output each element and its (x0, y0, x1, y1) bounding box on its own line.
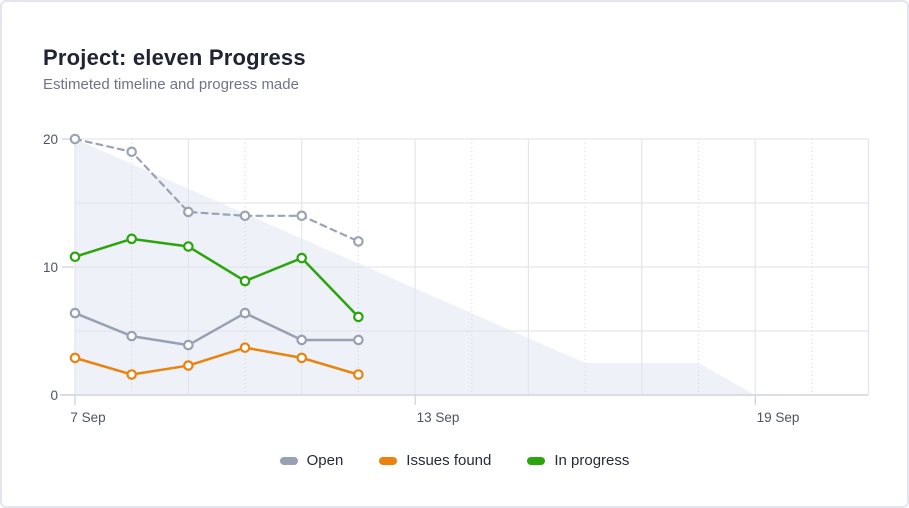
page-title: Project: eleven Progress (43, 45, 306, 70)
chart-series (69, 133, 364, 380)
in-progress-swatch-icon (527, 456, 546, 465)
legend-label-issues-found: Issues found (406, 452, 492, 469)
legend-label-in-progress: In progress (554, 452, 630, 469)
legend-item-open[interactable]: Open (279, 452, 344, 469)
x-axis (60, 394, 869, 405)
x-tick-19sep: 19 Sep (757, 410, 800, 425)
y-tick-20: 20 (43, 132, 58, 147)
x-tick-13sep: 13 Sep (417, 410, 460, 425)
page-subtitle: Estimeted timeline and progress made (43, 76, 299, 93)
legend-item-issues-found[interactable]: Issues found (379, 452, 491, 469)
chart-gridlines (74, 138, 870, 396)
legend-item-in-progress[interactable]: In progress (527, 452, 629, 469)
y-tick-0: 0 (50, 388, 58, 403)
chart-legend: Open Issues found In progress (2, 452, 907, 469)
progress-chart: 20 10 0 7 Sep 13 Sep 19 Sep (43, 132, 870, 425)
open-swatch-icon (279, 456, 298, 465)
y-tick-10: 10 (43, 260, 58, 275)
legend-label-open: Open (306, 452, 344, 469)
issues-found-swatch-icon (379, 456, 398, 465)
x-tick-7sep: 7 Sep (70, 410, 105, 425)
